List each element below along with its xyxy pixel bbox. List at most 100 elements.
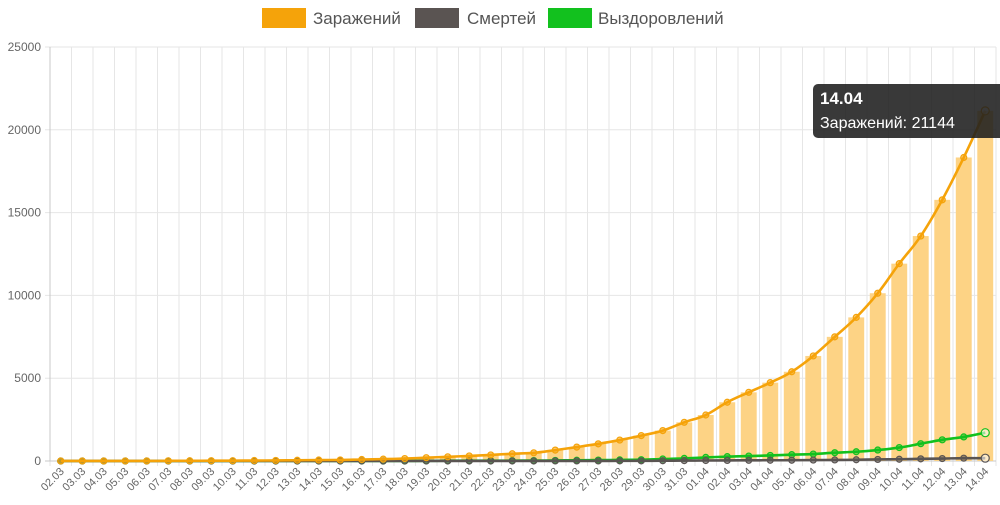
bar: [741, 392, 757, 461]
tooltip-text: Заражений: 21144: [820, 115, 955, 132]
data-point: [144, 458, 150, 464]
x-tick-label: 01.04: [684, 466, 712, 494]
data-point: [187, 458, 193, 464]
x-tick-label: 20.03: [426, 466, 454, 494]
x-tick-label: 25.03: [533, 466, 561, 494]
y-tick-label: 0: [34, 454, 41, 468]
x-tick-label: 29.03: [619, 466, 647, 494]
bar: [827, 337, 843, 461]
x-tick-label: 05.04: [770, 466, 798, 494]
x-tick-label: 02.03: [39, 466, 67, 494]
x-tick-label: 09.03: [189, 466, 217, 494]
x-tick-label: 12.03: [254, 466, 282, 494]
data-point: [853, 449, 859, 455]
y-tick-label: 15000: [8, 206, 42, 220]
data-point: [359, 457, 365, 463]
data-point: [509, 458, 515, 464]
data-point: [832, 450, 838, 456]
bar: [934, 200, 950, 461]
data-point: [617, 458, 623, 464]
data-point: [681, 458, 687, 464]
data-point: [810, 353, 816, 359]
x-tick-label: 11.03: [233, 466, 260, 493]
data-point: [875, 447, 881, 453]
data-point: [294, 457, 300, 463]
data-point: [961, 455, 967, 461]
x-tick-label: 14.03: [297, 466, 325, 494]
data-point: [961, 154, 967, 160]
legend-swatch: [262, 8, 306, 28]
x-tick-label: 07.03: [146, 466, 174, 494]
data-point: [58, 458, 64, 464]
data-point: [875, 290, 881, 296]
data-point: [445, 454, 451, 460]
data-point: [337, 457, 343, 463]
data-point: [208, 458, 214, 464]
x-tick-label: 10.04: [877, 466, 905, 494]
x-tick-label: 06.04: [791, 466, 819, 494]
data-point: [832, 334, 838, 340]
data-point: [380, 456, 386, 462]
x-tick-label: 07.04: [813, 466, 841, 494]
x-tick-label: 04.03: [82, 466, 110, 494]
data-point: [810, 451, 816, 457]
data-point: [660, 428, 666, 434]
data-point: [746, 457, 752, 463]
legend-label: Смертей: [467, 9, 536, 28]
data-point: [981, 429, 989, 437]
data-point: [251, 458, 257, 464]
data-point: [789, 457, 795, 463]
legend-label: Заражений: [313, 9, 401, 28]
x-tick-label: 30.03: [641, 466, 669, 494]
x-tick-label: 14.04: [963, 466, 991, 494]
data-point: [832, 457, 838, 463]
x-tick-label: 03.04: [727, 466, 755, 494]
x-tick-label: 08.04: [834, 466, 862, 494]
data-point: [724, 399, 730, 405]
data-point: [79, 458, 85, 464]
bar: [870, 293, 886, 461]
x-tick-label: 18.03: [383, 466, 411, 494]
data-point: [918, 441, 924, 447]
data-point: [595, 441, 601, 447]
data-point: [488, 458, 494, 464]
x-tick-label: 09.04: [856, 466, 884, 494]
x-tick-label: 05.03: [103, 466, 131, 494]
data-point: [595, 458, 601, 464]
x-tick-label: 27.03: [576, 466, 604, 494]
bar: [719, 402, 735, 461]
data-point: [552, 447, 558, 453]
bar: [956, 157, 972, 461]
data-point: [896, 456, 902, 462]
x-tick-label: 04.04: [748, 466, 776, 494]
bar: [784, 372, 800, 461]
data-point: [724, 457, 730, 463]
bar: [891, 264, 907, 461]
data-point: [316, 457, 322, 463]
legend-swatch: [415, 8, 459, 28]
y-tick-label: 5000: [14, 371, 41, 385]
data-point: [638, 433, 644, 439]
x-tick-label: 11.04: [899, 466, 926, 493]
data-point: [165, 458, 171, 464]
x-tick-label: 10.03: [211, 466, 239, 494]
data-point: [853, 314, 859, 320]
data-point: [767, 457, 773, 463]
x-tick-label: 06.03: [125, 466, 153, 494]
data-point: [961, 434, 967, 440]
data-point: [896, 445, 902, 451]
data-point: [875, 456, 881, 462]
x-tick-label: 13.03: [275, 466, 303, 494]
x-tick-label: 23.03: [490, 466, 518, 494]
x-tick-label: 21.03: [447, 466, 475, 494]
data-point: [853, 457, 859, 463]
data-point: [509, 451, 515, 457]
data-point: [638, 458, 644, 464]
data-point: [552, 458, 558, 464]
data-point: [466, 453, 472, 459]
data-point: [230, 458, 236, 464]
